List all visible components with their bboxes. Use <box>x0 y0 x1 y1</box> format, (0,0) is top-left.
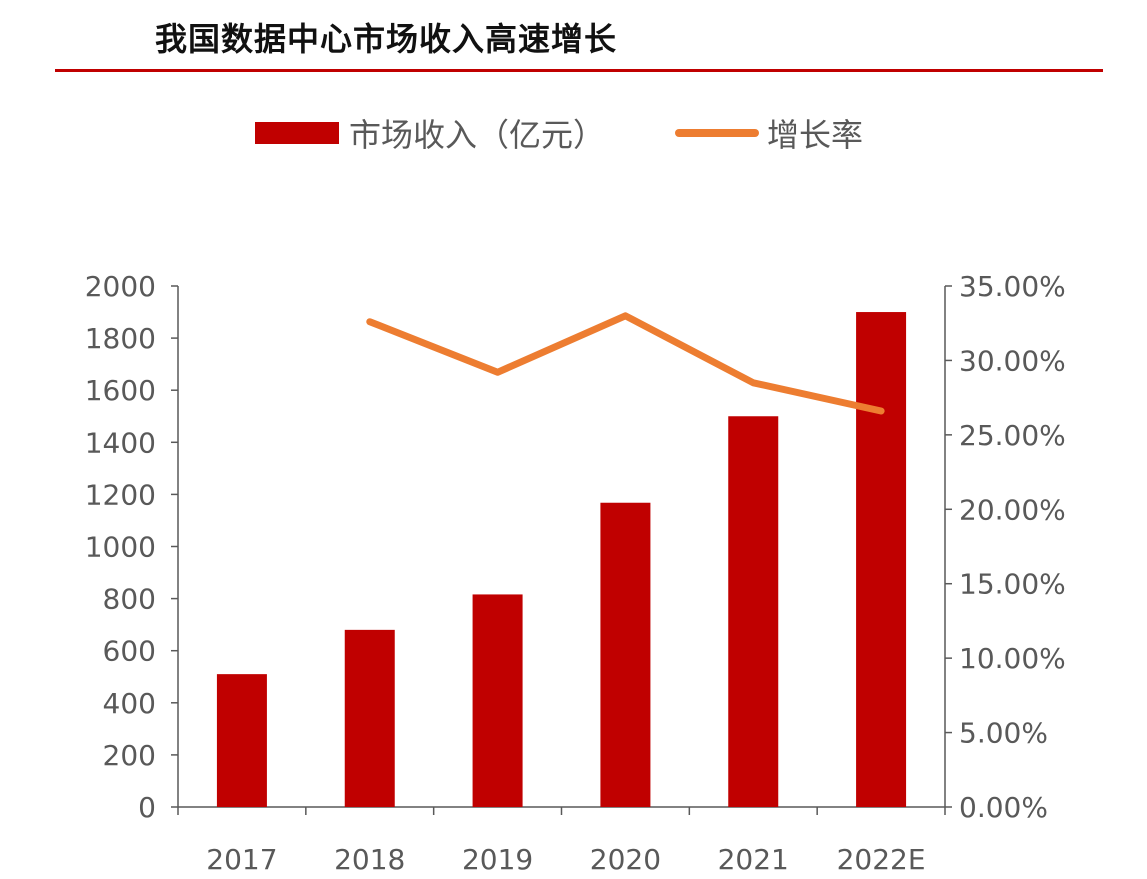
growth-rate-line <box>366 312 885 415</box>
legend-item-growth: 增长率 <box>675 110 863 156</box>
chart-title: 我国数据中心市场收入高速增长 <box>155 20 618 58</box>
bar-2020 <box>600 502 651 807</box>
y-right-tick-label: 35.00% <box>959 270 1066 303</box>
x-tick-label: 2018 <box>334 843 405 876</box>
x-tick-label: 2020 <box>590 843 661 876</box>
legend-label-growth: 增长率 <box>767 116 864 154</box>
y-right-tick-label: 0.00% <box>959 791 1048 824</box>
legend-line-swatch <box>675 129 760 137</box>
y-right-tick-label: 30.00% <box>959 344 1066 377</box>
y-left-tick-label: 1000 <box>85 531 156 564</box>
x-tick-label: 2017 <box>206 843 277 876</box>
legend-label-revenue: 市场收入（亿元） <box>349 116 606 154</box>
y-right-tick-label: 20.00% <box>959 493 1066 526</box>
x-tick-label: 2021 <box>718 843 789 876</box>
y-left-tick-label: 1200 <box>85 478 156 511</box>
bar-2021 <box>728 416 779 807</box>
y-left-tick-label: 1800 <box>85 322 156 355</box>
y-right-tick-label: 25.00% <box>959 419 1066 452</box>
bar-2017 <box>216 674 267 807</box>
chart-legend: 市场收入（亿元） 增长率 <box>255 110 863 156</box>
y-left-tick-label: 200 <box>103 739 156 772</box>
y-right-tick-label: 10.00% <box>959 642 1066 675</box>
y-left-tick-label: 800 <box>103 583 156 616</box>
legend-bar-swatch <box>255 122 339 144</box>
bar-2019 <box>472 594 523 807</box>
x-tick-label: 2022E <box>837 843 926 876</box>
bar-2018 <box>344 629 395 807</box>
y-left-tick-label: 400 <box>103 687 156 720</box>
bar-2022E <box>856 312 907 807</box>
y-right-tick-label: 15.00% <box>959 568 1066 601</box>
y-left-tick-label: 1400 <box>85 426 156 459</box>
y-right-tick-label: 5.00% <box>959 717 1048 750</box>
y-left-tick-label: 2000 <box>85 270 156 303</box>
y-left-tick-label: 600 <box>103 635 156 668</box>
y-left-tick-label: 0 <box>138 791 156 824</box>
y-left-tick-label: 1600 <box>85 374 156 407</box>
title-divider <box>55 69 1103 72</box>
legend-item-revenue: 市场收入（亿元） <box>255 110 605 156</box>
x-tick-label: 2019 <box>462 843 533 876</box>
